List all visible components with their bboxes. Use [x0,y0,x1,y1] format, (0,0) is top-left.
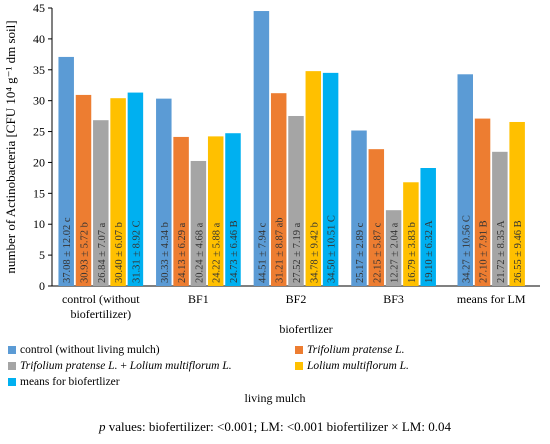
legend: control (without living mulch) Trifolium… [8,344,428,392]
y-axis-label: number of Actinobacteria [CFU 10⁴ g⁻¹ dm… [3,20,18,273]
bar [75,94,92,287]
legend-label-mixture-b: Lolium multiflorum L. [129,360,232,372]
x-axis-label: biofertlizer [279,322,332,336]
legend-item-trifolium: Trifolium pratense L. [295,344,404,356]
data-label: 31.31 ± 8.92 C [131,220,142,283]
bar [225,133,241,286]
bar [110,98,126,286]
x-tick-label: means for LM [457,292,526,306]
data-label: 27.10 ± 7.91 B [479,220,490,283]
data-label: 34.50 ± 10.51 C [327,215,338,283]
bar [207,136,224,286]
legend-item-means: means for biofertlizer [8,376,120,388]
bar [190,160,207,286]
actinobacteria-bar-chart: 0 5 10 15 20 25 30 35 40 45 number of Actinobacter… [3,1,540,336]
data-label: 24.73 ± 6.46 B [229,220,240,283]
data-label: 12.27 ± 2.04 a [390,222,401,283]
p-values-footnote: p values: biofertilizer: <0.001; LM: <0.… [0,419,550,435]
data-label: 44.51 ± 7.94 c [257,222,268,283]
data-label: 22.15 ± 5.87 c [372,222,383,283]
y-tick-label: 5 [39,248,45,262]
data-label: 26.84 ± 7.07 a [97,222,108,283]
bar [173,136,189,286]
legend-item-mixture: Trifolium pratense L. + Lolium multiflor… [8,360,232,372]
data-label: 26.55 ± 9.46 B [513,220,524,283]
legend-label-trifolium: Trifolium pratense L. [307,344,405,356]
data-label: 25.17 ± 2.89 c [355,222,366,283]
legend-swatch-lolium [295,362,303,370]
p-values-text: values: biofertilizer: <0.001; LM: <0.00… [105,419,451,434]
bar [127,92,144,286]
y-tick-label: 25 [33,125,45,139]
bar [351,130,367,286]
bar [474,118,491,287]
bar [492,151,508,286]
bar [305,71,322,286]
y-tick-label: 0 [39,279,45,293]
data-label: 21.72 ± 8.35 A [496,220,507,283]
data-label: 16.79 ± 3.83 b [407,222,418,283]
legend-label-means: means for biofertlizer [20,376,120,388]
bar [385,210,402,286]
legend-item-lolium: Lolium multiflorum L. [295,360,409,372]
x-tick-label: control (without [62,292,140,306]
bar [156,98,172,287]
legend-swatch-mixture [8,362,16,370]
legend-swatch-control [8,346,16,354]
legend-item-control: control (without living mulch) [8,344,160,356]
legend-title: living mulch [244,391,306,405]
legend-swatch-means [8,378,16,386]
data-label: 24.22 ± 5.88 a [212,222,223,283]
bar [403,182,419,286]
data-label: 20.24 ± 4.68 a [194,222,205,283]
y-tick-label: 40 [33,32,45,46]
y-tick-label: 10 [33,217,45,231]
bar [420,168,436,286]
data-label: 24.13 ± 6.29 a [177,222,188,283]
bar [368,149,385,286]
legend-label-mixture-a: Trifolium pratense L. [20,360,118,372]
x-tick-label: BF3 [383,292,404,306]
legend-label-mixture-plus: + [117,360,130,372]
legend-swatch-trifolium [295,346,303,354]
bar [58,56,74,286]
x-tick-label: biofertilizer) [70,307,131,321]
data-label: 37.08 ± 12.02 c [62,217,73,283]
y-tick-label: 45 [33,1,45,15]
data-label: 19.10 ± 6.32 A [424,220,435,283]
legend-label-lolium: Lolium multiflorum L. [307,360,409,372]
bar [457,74,473,286]
data-label: 27.52 ± 7.19 a [292,222,303,283]
bar [322,72,339,286]
x-tick-label: BF1 [188,292,209,306]
data-label: 34.27 ± 10.56 C [461,215,472,283]
p-label: p [99,419,106,434]
y-tick-label: 20 [33,155,45,169]
bar [270,93,287,286]
bar [93,120,109,286]
data-label: 34.78 ± 9.42 b [309,222,320,283]
x-tick-label: BF2 [286,292,307,306]
data-label: 31.21 ± 8.87 ab [275,217,286,283]
y-tick-label: 30 [33,94,45,108]
data-label: 30.40 ± 6.07 b [114,222,125,283]
data-label: 30.93 ± 5.72 b [80,222,91,283]
data-label: 30.33 ± 4.34 b [160,222,171,283]
bar [288,115,304,287]
legend-label-control: control (without living mulch) [20,344,160,356]
y-tick-label: 15 [33,186,45,200]
y-tick-label: 35 [33,63,45,77]
bar [253,11,270,287]
bar [509,121,525,286]
